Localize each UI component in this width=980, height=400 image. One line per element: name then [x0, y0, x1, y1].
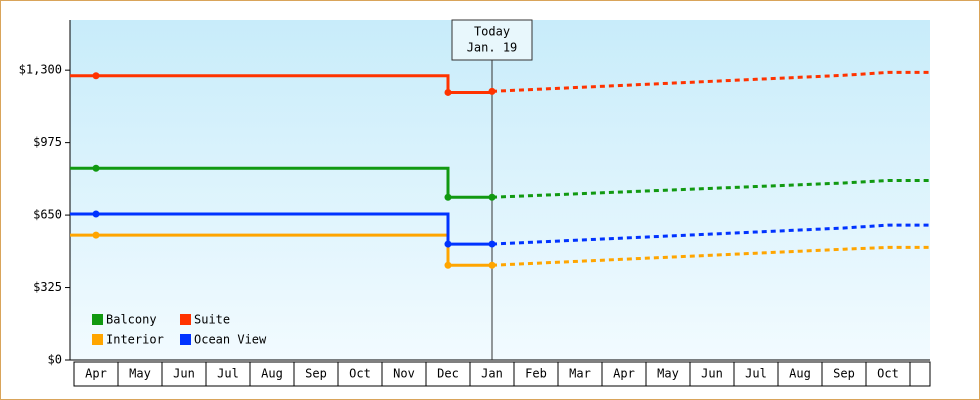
x-tick-label: Aug [261, 367, 283, 381]
x-tick-label: Sep [305, 367, 327, 381]
x-tick-box [381, 361, 427, 387]
legend-label: Interior [106, 333, 164, 347]
point [488, 261, 496, 269]
point [488, 193, 496, 201]
point [92, 231, 100, 239]
x-tick-label: Apr [613, 367, 635, 381]
x-tick-label: Mar [569, 367, 591, 381]
legend-label: Suite [194, 313, 230, 327]
x-tick-box [689, 361, 735, 387]
point [444, 261, 452, 269]
x-tick-label: Aug [789, 367, 811, 381]
x-tick-box [821, 361, 867, 387]
forecast-line [491, 70, 930, 93]
x-tick-label: Oct [877, 367, 899, 381]
legend-label: Ocean View [194, 333, 267, 347]
y-tick-label: $1,300 [19, 63, 62, 77]
x-tick-label: May [129, 367, 151, 381]
legend-swatch [180, 334, 191, 345]
y-tick-label: $0 [48, 353, 62, 367]
x-tick-box [469, 361, 515, 387]
history-line [70, 166, 492, 199]
x-tick-box [909, 361, 931, 387]
point [444, 193, 452, 201]
point [92, 72, 100, 80]
x-tick-box [73, 361, 119, 387]
x-tick-label: Feb [525, 367, 547, 381]
point [92, 210, 100, 218]
x-tick-label: Oct [349, 367, 371, 381]
x-tick-box [161, 361, 207, 387]
x-tick-label: Jun [701, 367, 723, 381]
point [444, 88, 452, 96]
legend-swatch [92, 334, 103, 345]
x-tick-label: Dec [437, 367, 459, 381]
plot-area [70, 20, 930, 360]
y-tick-label: $650 [33, 208, 62, 222]
x-tick-label: May [657, 367, 679, 381]
today-label: Today [474, 25, 510, 39]
legend-swatch [180, 314, 191, 325]
x-tick-box [601, 361, 647, 387]
point [488, 87, 496, 95]
y-tick-label: $325 [33, 280, 62, 294]
x-tick-box [117, 361, 163, 387]
y-tick-label: $975 [33, 135, 62, 149]
forecast-line [491, 179, 930, 199]
x-tick-box [249, 361, 295, 387]
x-tick-label: Sep [833, 367, 855, 381]
x-tick-box [205, 361, 251, 387]
x-tick-label: Jun [173, 367, 195, 381]
history-line [70, 212, 492, 246]
x-tick-box [733, 361, 779, 387]
today-box [451, 19, 533, 61]
point [92, 164, 100, 172]
x-tick-label: Jul [217, 367, 239, 381]
x-tick-label: Apr [85, 367, 107, 381]
today-label: Jan. 19 [467, 41, 518, 55]
point [444, 240, 452, 248]
forecast-line [491, 223, 930, 246]
x-tick-label: Jan [481, 367, 503, 381]
x-tick-label: Jul [745, 367, 767, 381]
x-tick-box [557, 361, 603, 387]
legend-label: Balcony [106, 313, 157, 327]
legend-swatch [92, 314, 103, 325]
forecast-line [491, 245, 930, 267]
point [488, 240, 496, 248]
x-tick-box [865, 361, 911, 387]
x-tick-label: Nov [393, 367, 415, 381]
